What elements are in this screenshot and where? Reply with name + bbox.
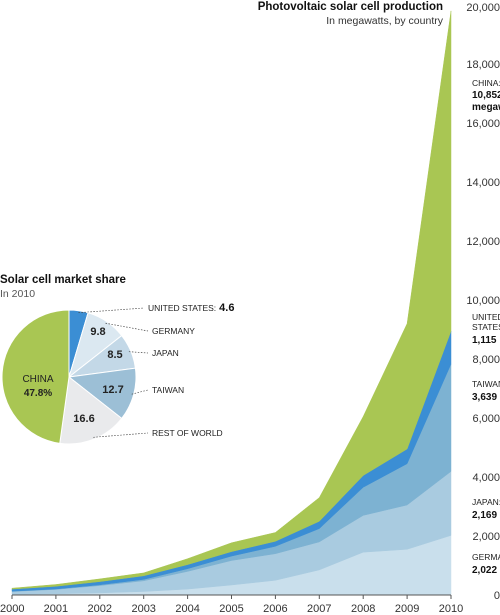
x-tick-label-2007: 2007 [307, 603, 331, 615]
pie-chart: UNITED STATES: 4.6 GERMANY 9.8 JAPAN 8.5 TAIWA… [1, 302, 234, 445]
x-tick-label-2006: 2006 [263, 603, 287, 615]
y-tick-label-2000: 2,000 [472, 531, 500, 543]
x-tick-label-2009: 2009 [395, 603, 419, 615]
y-tick-label-4000: 4,000 [472, 472, 500, 484]
taiwan-annotation-label: TAIWAN: [472, 379, 500, 389]
pie-slice-row [59, 376, 123, 445]
series-annotations: CHINA: 10,852 megawatts UNITED STATES: 1… [472, 78, 500, 576]
y-tick-label-6000: 6,000 [472, 413, 500, 425]
pie-value-japan: 8.5 [107, 349, 122, 361]
x-tick-label-2001: 2001 [44, 603, 68, 615]
pie-value-us: 4.6 [219, 302, 234, 314]
x-tick-label-2002: 2002 [88, 603, 112, 615]
y-tick-label-18000: 18,000 [466, 59, 500, 71]
germany-annotation-value: 2,022 [472, 565, 497, 576]
pie-leader-row [93, 432, 149, 438]
x-tick-label-2003: 2003 [131, 603, 155, 615]
chart-subtitle: In megawatts, by country [326, 15, 443, 27]
y-tick-label-14000: 14,000 [466, 177, 500, 189]
pie-title: Solar cell market share [0, 274, 126, 286]
pie-leader-germany [105, 322, 149, 332]
pie-callout-japan: JAPAN [152, 348, 179, 358]
pie-value-taiwan: 12.7 [102, 384, 123, 396]
y-tick-label-12000: 12,000 [466, 236, 500, 248]
us-annotation-value: 1,115 [472, 335, 497, 346]
pie-subtitle: In 2010 [0, 288, 35, 300]
pie-label-china: CHINA [22, 374, 53, 385]
china-annotation-value: 10,852 [472, 90, 500, 101]
japan-annotation-label: JAPAN: [472, 497, 500, 507]
y-tick-label-20000: 20,000 [466, 2, 500, 14]
pie-leader-japan [128, 351, 149, 354]
pie-callout-taiwan: TAIWAN [152, 385, 184, 395]
x-tick-label-2005: 2005 [219, 603, 243, 615]
china-annotation-label: CHINA: [472, 78, 500, 88]
pie-value-china: 47.8% [24, 388, 52, 399]
area-series-china_row [11, 10, 452, 590]
pie-leader-us [78, 307, 145, 314]
pie-value-germany: 9.8 [90, 326, 105, 338]
x-tick-label-2000: 2000 [0, 603, 24, 615]
pie-callout-us: UNITED STATES: 4.6 [148, 302, 234, 314]
x-tick-label-2010: 2010 [439, 603, 463, 615]
pie-slice-china [1, 309, 70, 444]
pie-callout-germany: GERMANY [152, 326, 195, 336]
us-annotation-label-1: UNITED [472, 312, 500, 322]
pie-value-row: 16.6 [73, 413, 94, 425]
chart-title: Photovoltaic solar cell production [258, 1, 443, 13]
taiwan-annotation-value: 3,639 [472, 392, 497, 403]
y-tick-label-8000: 8,000 [472, 354, 500, 366]
x-tick-label-2004: 2004 [175, 603, 199, 615]
japan-annotation-value: 2,169 [472, 510, 497, 521]
china-annotation-unit: megawatts [472, 102, 500, 113]
y-tick-label-0: 0 [494, 590, 500, 602]
y-tick-label-16000: 16,000 [466, 118, 500, 130]
x-tick-label-2008: 2008 [351, 603, 375, 615]
pie-callout-row: REST OF WORLD [152, 428, 223, 438]
germany-annotation-label: GERMANY: [472, 552, 500, 562]
us-annotation-label-2: STATES: [472, 322, 500, 332]
y-tick-label-10000: 10,000 [466, 295, 500, 307]
